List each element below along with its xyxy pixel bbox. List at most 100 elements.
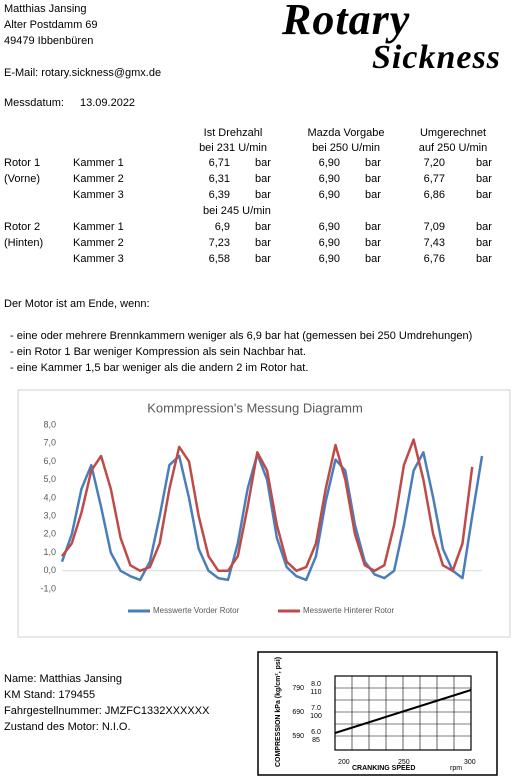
value: 6,90	[318, 157, 340, 169]
unit: bar	[476, 157, 492, 169]
logo-top: Rotary	[282, 0, 411, 44]
y-tick-label: 6,0	[43, 456, 56, 466]
value: 6,90	[318, 221, 340, 233]
rotor-name: Rotor 2	[4, 221, 41, 233]
value: 6,31	[208, 173, 230, 185]
gauge-x-label: 200	[338, 759, 350, 766]
gauge-y-label: 590	[292, 733, 304, 740]
series-line	[61, 438, 474, 573]
unit: bar	[365, 157, 381, 169]
footer-line: Name: Matthias Jansing	[4, 673, 122, 685]
gauge-x-title: CRANKING SPEED	[352, 765, 415, 772]
value: 6,90	[318, 237, 340, 249]
chamber: Kammer 1	[73, 157, 124, 169]
unit: bar	[476, 173, 492, 185]
unit: bar	[255, 157, 271, 169]
gauge-y-label: 790	[292, 685, 304, 692]
chamber: Kammer 1	[73, 221, 124, 233]
rotor2-note: bei 245 U/min	[203, 205, 271, 217]
logo-bottom: Sickness	[372, 39, 501, 76]
rule-item: - ein Rotor 1 Bar weniger Kompression al…	[10, 346, 306, 358]
gauge-curve	[334, 689, 472, 734]
unit: bar	[255, 253, 271, 265]
gauge-frame	[257, 651, 498, 776]
value: 7,20	[423, 157, 445, 169]
y-tick-label: 8,0	[43, 419, 56, 429]
column-header: Ist Drehzahl	[203, 127, 263, 139]
column-subheader: bei 231 U/min	[199, 142, 267, 154]
y-tick-label: -1,0	[40, 583, 56, 593]
rules-intro: Der Motor ist am Ende, wenn:	[4, 298, 150, 310]
unit: bar	[476, 253, 492, 265]
unit: bar	[476, 221, 492, 233]
rotor-position: (Vorne)	[4, 173, 41, 185]
value: 6,86	[423, 189, 445, 201]
unit: bar	[365, 253, 381, 265]
unit: bar	[365, 189, 381, 201]
unit: bar	[255, 237, 271, 249]
gauge-x-label: 300	[464, 759, 476, 766]
legend-label: Messwerte Hinterer Rotor	[303, 606, 394, 615]
unit: bar	[365, 173, 381, 185]
unit: bar	[255, 221, 271, 233]
unit: bar	[476, 237, 492, 249]
y-tick-label: 7,0	[43, 438, 56, 448]
gauge-x-unit: rpm	[450, 765, 462, 772]
gauge-y-label: 8.0	[311, 681, 321, 688]
chart-frame	[17, 389, 511, 638]
sender-email: E-Mail: rotary.sickness@gmx.de	[4, 67, 162, 79]
chart-title: Kommpression's Messung Diagramm	[147, 400, 363, 415]
value: 6,39	[208, 189, 230, 201]
date-label: Messdatum:	[4, 97, 64, 109]
gauge-y-label: 100	[310, 713, 322, 720]
footer-line: Fahrgestellnummer: JMZFC1332XXXXXX	[4, 705, 210, 717]
chamber: Kammer 3	[73, 189, 124, 201]
value: 7,09	[423, 221, 445, 233]
footer-line: Zustand des Motor: N.I.O.	[4, 721, 131, 733]
value: 6,58	[208, 253, 230, 265]
chamber: Kammer 2	[73, 237, 124, 249]
value: 6,90	[318, 189, 340, 201]
sender-city: 49479 Ibbenbüren	[4, 35, 94, 47]
gauge-plot	[334, 675, 472, 751]
gauge-y-label: 110	[310, 689, 321, 696]
unit: bar	[255, 189, 271, 201]
value: 6,90	[318, 253, 340, 265]
rule-item: - eine oder mehrere Brennkammern weniger…	[10, 330, 473, 342]
chamber: Kammer 2	[73, 173, 124, 185]
gauge-y-label: 690	[292, 709, 304, 716]
gauge-y-label: 85	[312, 737, 320, 744]
value: 7,23	[208, 237, 230, 249]
column-subheader: auf 250 U/min	[418, 142, 488, 154]
value: 6,77	[423, 173, 445, 185]
value: 6,76	[423, 253, 445, 265]
rule-item: - eine Kammer 1,5 bar weniger als die an…	[10, 362, 309, 374]
y-tick-label: 4,0	[43, 492, 56, 502]
y-tick-label: 1,0	[43, 547, 56, 557]
y-tick-label: 2,0	[43, 529, 56, 539]
y-tick-label: 5,0	[43, 474, 56, 484]
y-tick-label: 3,0	[43, 510, 56, 520]
gauge-y-label: 7.0	[311, 705, 321, 712]
unit: bar	[365, 237, 381, 249]
footer-line: KM Stand: 179455	[4, 689, 96, 701]
column-header: Mazda Vorgabe	[307, 127, 385, 139]
rotor-position: (Hinten)	[4, 237, 44, 249]
sender-street: Alter Postdamm 69	[4, 19, 98, 31]
value: 6,71	[208, 157, 230, 169]
chamber: Kammer 3	[73, 253, 124, 265]
value: 7,43	[423, 237, 445, 249]
column-header: Umgerechnet	[419, 127, 487, 139]
date-value: 13.09.2022	[80, 97, 136, 109]
series-line	[60, 451, 484, 582]
gauge-y-title: COMPRESSION kPa (kg/cm², psi)	[275, 657, 282, 767]
column-subheader: bei 250 U/min	[312, 142, 380, 154]
gauge-grid	[335, 676, 471, 750]
gauge-x-label: 250	[398, 759, 410, 766]
legend-label: Messwerte Vorder Rotor	[153, 606, 240, 615]
y-tick-label: 0,0	[43, 565, 56, 575]
unit: bar	[255, 173, 271, 185]
sender-name: Matthias Jansing	[4, 3, 87, 15]
unit: bar	[476, 189, 492, 201]
